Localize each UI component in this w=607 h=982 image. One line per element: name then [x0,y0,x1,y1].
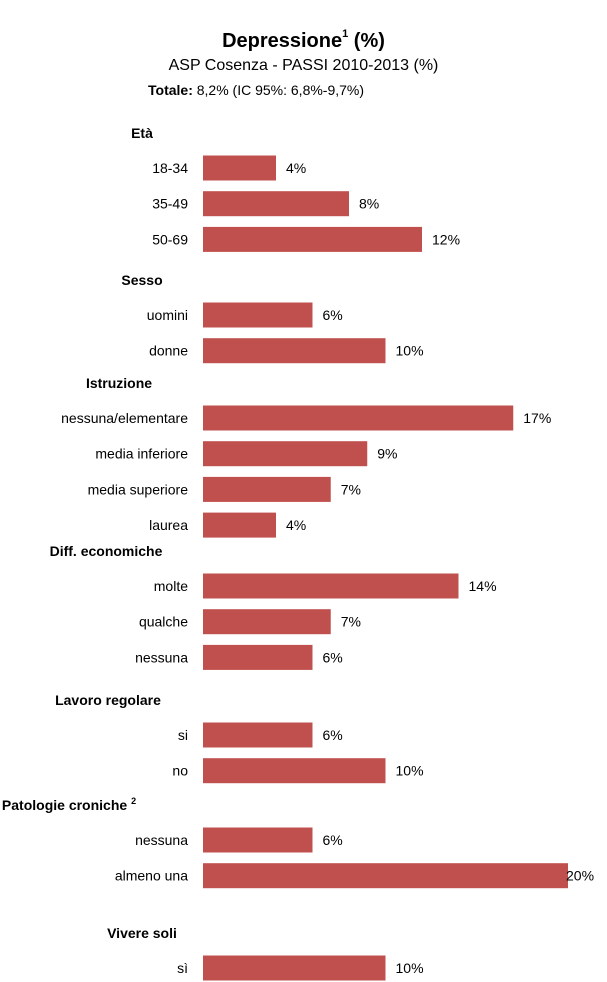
bar [203,476,331,502]
chart-title-unit: (%) [348,30,385,52]
value-label: 10% [396,763,424,779]
value-label: 4% [286,160,306,176]
group-label: Vivere soli [107,925,177,941]
value-label: 12% [432,231,460,247]
category-label: 18-34 [152,160,188,176]
category-label: molte [154,578,188,594]
category-label: nessuna [135,649,188,665]
value-label: 7% [341,481,361,497]
group-label: Diff. economiche [50,543,163,559]
chart-total: Totale: 8,2% (IC 95%: 6,8%-9,7%) [148,82,364,98]
value-label: 6% [323,649,343,665]
total-value: 8,2% (IC 95%: 6,8%-9,7%) [192,82,365,98]
bar [203,512,276,538]
category-label: sì [177,960,188,976]
group-label: Lavoro regolare [55,692,161,708]
chart-title: Depressione1 (%) [0,28,607,53]
category-label: si [178,727,188,743]
value-label: 20% [566,868,594,884]
bar [203,573,459,599]
chart-title-text: Depressione [222,30,343,52]
value-label: 7% [341,614,361,630]
category-label: no [172,763,188,779]
category-label: donne [149,343,188,359]
bar [203,338,386,364]
group-label: Istruzione [86,375,152,391]
total-label: Totale: [148,82,193,98]
value-label: 4% [286,517,306,533]
value-label: 6% [323,727,343,743]
group-label-footnote: 2 [131,796,136,806]
category-label: nessuna/elementare [61,410,188,426]
value-label: 17% [523,410,551,426]
bar [203,191,349,217]
bar [203,302,313,328]
value-label: 10% [396,343,424,359]
category-label: 50-69 [152,231,188,247]
value-label: 14% [469,578,497,594]
bar [203,226,422,252]
bar [203,644,313,670]
bar [203,722,313,748]
bar [203,609,331,635]
group-label: Patologie croniche 2 [2,796,136,813]
bar [203,155,276,181]
group-label: Età [131,125,153,141]
value-label: 10% [396,960,424,976]
category-label: nessuna [135,832,188,848]
group-label: Sesso [121,272,162,288]
category-label: laurea [149,517,188,533]
category-label: qualche [139,614,188,630]
category-label: uomini [147,307,188,323]
bar [203,758,386,784]
category-label: media superiore [88,481,189,497]
category-label: 35-49 [152,196,188,212]
category-label: media inferiore [95,446,188,462]
chart-title-footnote: 1 [342,28,349,41]
bar [203,405,514,431]
bar [203,955,386,981]
value-label: 6% [323,307,343,323]
value-label: 8% [359,196,379,212]
chart-subtitle: ASP Cosenza - PASSI 2010-2013 (%) [168,57,439,74]
bar [203,441,368,467]
value-label: 9% [377,446,397,462]
value-label: 6% [323,832,343,848]
category-label: almeno una [115,868,188,884]
bar [203,863,568,889]
bar [203,827,313,853]
